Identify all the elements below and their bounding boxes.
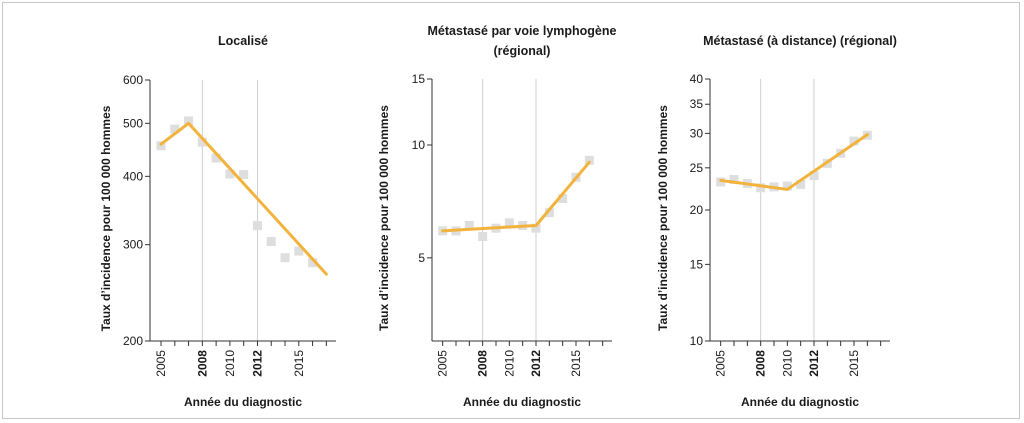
panel1-title-line-1: Localisé: [218, 34, 268, 48]
panel3-xtick-label-2010: 2010: [780, 350, 794, 377]
panel1-ylabel: Taux d’incidence pour 100 000 hommes: [99, 105, 113, 331]
panel3-ylabel: Taux d’incidence pour 100 000 hommes: [656, 105, 670, 331]
panel1-fit-line: [159, 121, 328, 276]
panel2-xtick-label-2015: 2015: [569, 350, 583, 377]
panel1-point-2009: [211, 153, 221, 163]
panel3-ytick-label-10: 10: [690, 334, 704, 348]
panel1-ytick-label-400: 400: [123, 169, 143, 183]
panel1-point-2014: [280, 253, 290, 263]
panel1-point-2007: [184, 116, 194, 126]
panel2-point-2010: [504, 218, 514, 228]
panel1-point-2011: [239, 170, 249, 180]
panel2-xlabel: Année du diagnostic: [463, 395, 581, 409]
panel2-point-2016: [584, 155, 594, 165]
panel2-xtick-label-2010: 2010: [502, 350, 516, 377]
panel2-title-line-2: (régional): [494, 44, 551, 58]
panel1-xlabel: Année du diagnostic: [184, 395, 302, 409]
panel1-xtick-label-2005: 2005: [154, 350, 168, 377]
panel2-ytick-label-10: 10: [412, 138, 426, 152]
panel3-point-2005: [716, 177, 726, 187]
panel2-point-2013: [544, 208, 554, 218]
panel1-point-2012: [252, 221, 262, 231]
panel1-ytick-label-300: 300: [123, 238, 143, 252]
panel3-ytick-label-40: 40: [690, 72, 704, 86]
panel3-point-2006: [729, 175, 739, 185]
panel1-point-2010: [225, 169, 235, 179]
panel3-xtick-label-2008: 2008: [754, 350, 768, 377]
panel2-point-2012: [531, 223, 541, 233]
panel2-ytick-label-15: 15: [412, 72, 426, 86]
panel3-point-2011: [796, 179, 806, 189]
panel2-ylabel: Taux d’incidence pour 100 000 hommes: [377, 105, 391, 331]
panel2-point-2014: [558, 193, 568, 203]
panel3-point-2010: [782, 181, 792, 191]
panel3-xlabel: Année du diagnostic: [741, 395, 859, 409]
panel3-title-line-1: Métastasé (à distance) (régional): [703, 34, 897, 48]
panel1-ytick-label-500: 500: [123, 116, 143, 130]
panel3-ytick-label-15: 15: [690, 257, 704, 271]
panel3-point-2012: [809, 171, 819, 181]
panel2-point-2007: [464, 220, 474, 230]
panel1-point-2008: [197, 137, 207, 147]
panel3-ytick-label-25: 25: [690, 161, 704, 175]
panel1-point-2006: [170, 124, 180, 134]
panel3-xtick-label-2015: 2015: [847, 350, 861, 377]
panel2-fit-line: [441, 160, 591, 233]
panel2-title-line-1: Métastasé par voie lymphogène: [428, 24, 617, 38]
panel2-xtick-label-2012: 2012: [529, 350, 543, 377]
panel1-point-2016: [308, 258, 318, 268]
panel1-ytick-label-200: 200: [123, 334, 143, 348]
panel3-point-2008: [756, 183, 766, 193]
panel2-ytick-label-5: 5: [418, 251, 425, 265]
panel1-xtick-label-2012: 2012: [250, 350, 264, 377]
panel1-xtick-label-2008: 2008: [195, 350, 209, 377]
panel3-fit-line: [719, 133, 869, 191]
panel2-xtick-label-2008: 2008: [476, 350, 490, 377]
panel3-point-2015: [849, 136, 859, 146]
panel3-xtick-label-2012: 2012: [807, 350, 821, 377]
panel1-point-2015: [294, 246, 304, 256]
panel2-xtick-label-2005: 2005: [436, 350, 450, 377]
panel1-point-2013: [266, 237, 276, 247]
panel3-ytick-label-20: 20: [690, 203, 704, 217]
panel3-ytick-label-35: 35: [690, 97, 704, 111]
panel3-ytick-label-30: 30: [690, 126, 704, 140]
panel1-xtick-label-2015: 2015: [292, 350, 306, 377]
panel3-xtick-label-2005: 2005: [714, 350, 728, 377]
panel1-point-2005: [156, 141, 166, 151]
panel1-xtick-label-2010: 2010: [223, 350, 237, 377]
panel2-point-2008: [478, 232, 488, 242]
panel1-ytick-label-600: 600: [123, 73, 143, 87]
